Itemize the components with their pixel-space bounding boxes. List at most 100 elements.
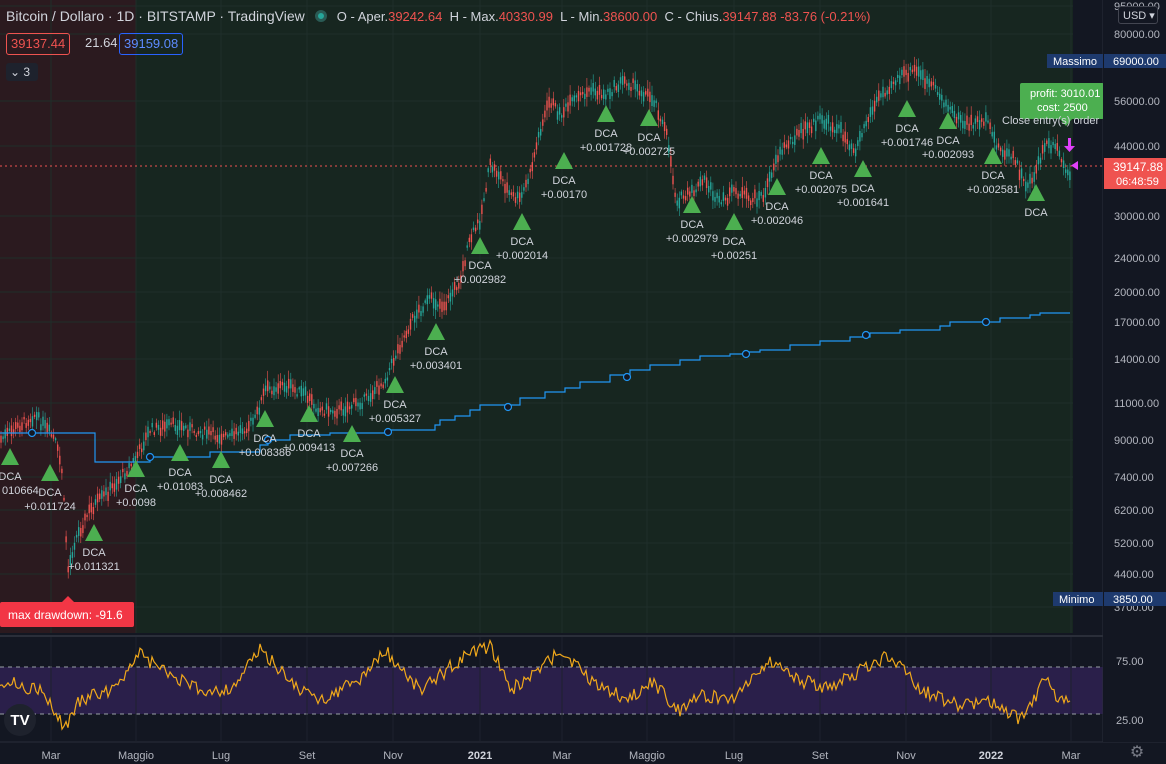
candle-body <box>353 398 355 403</box>
min-price-label: Minimo 3850.00 <box>1053 592 1166 606</box>
dca-triangle-icon <box>939 112 957 129</box>
sell-price-button[interactable]: 39137.44 <box>6 33 71 55</box>
candle-body <box>453 281 456 290</box>
candle-body <box>157 425 160 430</box>
dca-label: DCA <box>722 236 746 248</box>
candle-body <box>498 171 500 180</box>
gear-icon[interactable]: ⚙ <box>1129 744 1145 761</box>
dca-marker: DCA +0.011321 <box>68 524 120 573</box>
candle-body <box>718 196 720 203</box>
candle-body <box>766 178 769 188</box>
candle-body <box>298 387 300 390</box>
candle-body <box>386 377 389 381</box>
candle-body <box>1020 168 1023 179</box>
candle-body <box>918 66 920 77</box>
candle-body <box>609 88 611 99</box>
candle-body <box>390 358 393 364</box>
average-cost-marker <box>503 402 513 412</box>
candle-body <box>338 405 340 410</box>
candle-body <box>143 441 145 451</box>
svg-text:profit: 3010.01: profit: 3010.01 <box>1030 88 1100 100</box>
candle-body <box>103 491 105 497</box>
chart-header: Bitcoin / Dollaro · 1D · BITSTAMP · Trad… <box>6 5 871 27</box>
candle-body <box>745 187 748 199</box>
candle-body <box>59 455 61 465</box>
candle-body <box>806 122 809 134</box>
candle-body <box>857 140 859 147</box>
symbol-title[interactable]: Bitcoin / Dollaro · 1D · BITSTAMP · Trad… <box>6 8 305 24</box>
candle-body <box>558 107 561 115</box>
candle-body <box>84 513 86 521</box>
candle-body <box>99 493 101 500</box>
candle-body <box>214 435 216 440</box>
candle-body <box>991 132 993 137</box>
candle-body <box>691 184 693 193</box>
candle-body <box>850 143 853 149</box>
candle-body <box>101 490 103 499</box>
candle-body <box>336 409 338 419</box>
candle-body <box>729 187 731 197</box>
dca-marker: DCA +0.00251 <box>711 213 757 262</box>
candle-body <box>313 403 315 409</box>
candle-body <box>40 424 42 431</box>
time-axis[interactable]: Mar Maggio Lug Set Nov 2021 Mar Maggio Lug Set Nov… <box>42 750 1081 762</box>
candle-body <box>840 122 842 133</box>
dca-triangle-icon <box>171 444 189 461</box>
dca-value-label: +0.00170 <box>541 189 587 201</box>
buy-price-button[interactable]: 39159.08 <box>119 33 184 55</box>
candle-body <box>159 427 162 436</box>
candle-body <box>621 75 624 85</box>
dca-marker: DCA +0.009413 <box>283 405 335 454</box>
average-cost-markers <box>27 317 991 462</box>
candle-body <box>4 429 6 439</box>
svg-text:Minimo: Minimo <box>1059 594 1094 606</box>
candle-body <box>844 131 846 143</box>
indicators-toggle[interactable]: ⌄ 3 <box>6 63 38 81</box>
candle-body <box>960 114 962 123</box>
candle-body <box>605 94 607 100</box>
tradingview-logo-icon[interactable]: TV <box>4 704 36 736</box>
price-axis[interactable]: 95000.0080000.0056000.0044000.0030000.00… <box>1114 1 1160 614</box>
candle-body <box>185 425 187 429</box>
candle-body <box>178 420 181 431</box>
candle-body <box>915 66 918 76</box>
candle-body <box>170 422 172 425</box>
candle-body <box>357 402 359 407</box>
candle-body <box>225 432 227 436</box>
candle-body <box>376 381 378 387</box>
candle-body <box>636 84 638 92</box>
candle-body <box>613 80 615 87</box>
dca-label: DCA <box>765 201 789 213</box>
candle-body <box>647 88 649 97</box>
candle-body <box>907 72 909 82</box>
candle-body <box>485 187 487 192</box>
candle-body <box>147 426 149 438</box>
rsi-band <box>0 667 1103 714</box>
svg-text:Massimo: Massimo <box>1053 56 1097 68</box>
candle-body <box>997 143 1000 148</box>
candle-body <box>884 92 886 97</box>
candle-body <box>372 390 374 400</box>
currency-select[interactable]: USD ▾ <box>1118 6 1158 24</box>
candle-body <box>283 382 286 392</box>
candle-body <box>731 184 733 193</box>
candle-body <box>596 90 599 100</box>
dca-triangle-icon <box>1 448 19 465</box>
candle-body <box>227 434 229 438</box>
candle-body <box>57 444 59 451</box>
candle-body <box>407 329 410 334</box>
candle-body <box>985 112 987 122</box>
dca-triangle-icon <box>597 105 615 122</box>
candle-body <box>544 110 546 118</box>
candle-body <box>363 394 365 397</box>
candle-body <box>1056 143 1058 151</box>
candle-body <box>330 409 332 413</box>
time-tick-label: 2021 <box>468 750 492 762</box>
candle-body <box>306 395 309 403</box>
candle-body <box>54 438 57 441</box>
dca-marker: DCA <box>1024 184 1048 219</box>
time-tick-label: Set <box>299 750 316 762</box>
candle-body <box>260 397 263 401</box>
candle-body <box>976 116 979 123</box>
